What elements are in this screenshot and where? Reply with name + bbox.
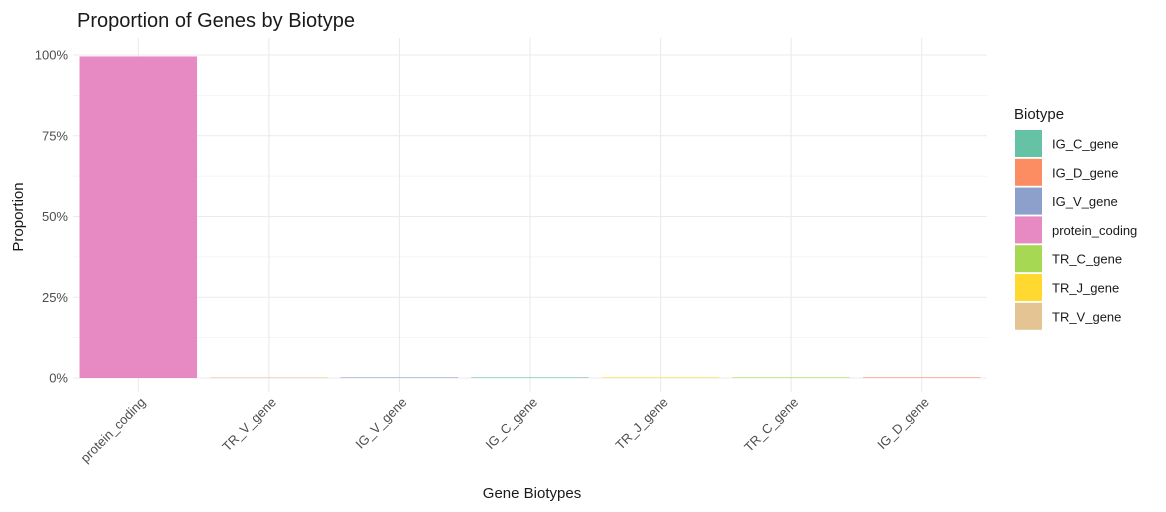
y-tick-label: 100% — [35, 48, 69, 63]
legend-label: IG_V_gene — [1052, 194, 1118, 209]
y-tick-label: 0% — [49, 371, 68, 386]
legend-label: IG_D_gene — [1052, 165, 1119, 180]
bar-IG-C-gene — [471, 377, 589, 378]
legend-label: TR_V_gene — [1052, 309, 1121, 324]
legend-label: IG_C_gene — [1052, 137, 1119, 152]
x-tick-label: IG_V_gene — [352, 395, 409, 452]
legend-label: protein_coding — [1052, 223, 1137, 238]
legend-swatch — [1015, 130, 1042, 157]
grid-lines — [73, 38, 987, 392]
bar-protein-coding — [79, 56, 198, 379]
legend-swatch — [1015, 158, 1042, 186]
x-tick-label: TR_V_gene — [219, 395, 279, 455]
bar-IG-D-gene — [862, 377, 981, 378]
legend-swatch — [1015, 187, 1042, 215]
y-axis-ticks: 0% 25% 50% 75% 100% — [35, 48, 69, 386]
legend-swatch — [1015, 216, 1042, 244]
bar-IG-V-gene — [340, 377, 459, 378]
bar-TR-J-gene — [601, 377, 720, 378]
legend-label: TR_J_gene — [1052, 281, 1119, 296]
y-tick-label: 50% — [42, 209, 68, 224]
legend: Biotype IG_C_gene IG_D_gene IG_V_geneprote… — [1014, 106, 1137, 330]
x-tick-label: TR_C_gene — [741, 395, 801, 455]
legend-swatch — [1015, 274, 1042, 301]
y-axis-title: Proportion — [10, 182, 27, 251]
x-tick-label: protein_coding — [77, 395, 148, 466]
legend-swatch — [1015, 302, 1042, 330]
legend-swatch — [1015, 245, 1042, 273]
x-tick-label: IG_D_gene — [874, 395, 932, 453]
x-axis-title: Gene Biotypes — [483, 485, 581, 502]
bar-TR-C-gene — [732, 377, 850, 378]
bar-TR-V-gene — [210, 377, 328, 378]
bars — [79, 56, 981, 379]
y-tick-label: 25% — [42, 290, 68, 305]
legend-title: Biotype — [1014, 106, 1064, 123]
x-tick-label: TR_J_gene — [613, 395, 671, 453]
x-axis-ticks: protein_coding TR_V_gene IG_V_gene IG_C_gen… — [77, 395, 931, 466]
legend-label: TR_C_gene — [1052, 252, 1122, 267]
y-tick-label: 75% — [42, 128, 68, 143]
x-tick-label: IG_C_gene — [482, 395, 540, 453]
chart-title: Proportion of Genes by Biotype — [77, 10, 355, 32]
